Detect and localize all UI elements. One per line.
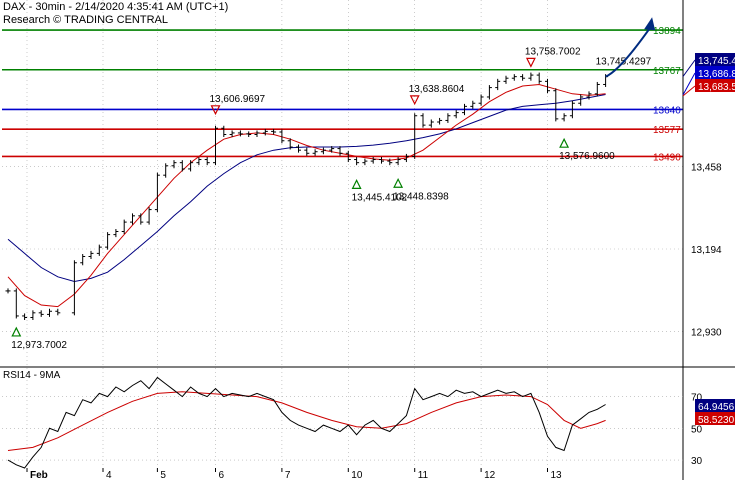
forecast-arrow	[605, 17, 656, 78]
rsi-panel: RSI14 - 9MA 70 50 30 64.9456 58.5230	[2, 370, 735, 469]
annotation-label-low: 12,973.7002	[11, 340, 67, 351]
rsi-line	[7, 376, 606, 469]
forecast-arrow-head	[644, 17, 656, 31]
level-label-resistance: 13894	[653, 26, 681, 37]
rsi-tick-label: 30	[691, 456, 703, 467]
x-tick-label: 5	[160, 470, 166, 480]
x-tick-label: 4	[106, 470, 112, 480]
price-series	[5, 72, 609, 321]
x-tick-label: 11	[418, 470, 429, 480]
key-levels: 13894 13767 13640 13577 13490	[2, 26, 683, 163]
price-tag-pointer	[682, 85, 696, 97]
price-tag-ma	[695, 79, 735, 92]
annotation-label-high: 13,606.9697	[210, 94, 266, 105]
rsi-title: RSI14 - 9MA	[3, 370, 61, 381]
x-tick-label: 7	[285, 470, 291, 480]
high-marker	[210, 105, 221, 116]
x-axis: Feb 4 5 6 7 10 11 12 13	[26, 468, 563, 480]
y-tick-label: 12,930	[691, 328, 722, 339]
x-tick-label: 12	[484, 470, 496, 480]
x-tick-label: 6	[219, 470, 225, 480]
rsi-tag-label: 58.5230	[698, 415, 735, 426]
chart-credit: Research © TRADING CENTRAL	[3, 14, 168, 26]
low-marker	[11, 326, 22, 337]
annotation-label-high: 13,638.8604	[409, 84, 465, 95]
level-label-support: 13490	[653, 152, 681, 163]
level-label-pivot: 13640	[653, 105, 681, 116]
ma-fast-series	[7, 83, 606, 308]
rsi-ma-line	[7, 391, 606, 451]
low-marker	[393, 177, 404, 188]
price-tag-price	[695, 53, 735, 66]
rsi-tag-label: 64.9456	[698, 402, 735, 413]
price-tag-pivot	[695, 66, 735, 79]
level-label-support: 13577	[653, 125, 681, 136]
price-tag-label: 13,686.8	[698, 69, 735, 80]
y-tick-label: 13,194	[691, 245, 722, 256]
annotation-label-low: 13,576.9600	[559, 151, 615, 162]
annotation-label-high: 13,758.7002	[525, 46, 581, 57]
ma-slow-series	[7, 94, 606, 283]
low-marker	[559, 137, 570, 148]
rsi-tag-rsi_ma	[695, 412, 735, 425]
y-tick-label: 13,458	[691, 162, 722, 173]
price-tag-label: 13,683.5	[698, 82, 735, 93]
annotation-label-low: 13,445.4102	[352, 192, 408, 203]
forecast-arrow-shaft	[605, 28, 650, 78]
price-tag-pointer	[682, 72, 696, 96]
ma-fast-line	[7, 83, 606, 308]
rsi-tick-label: 70	[691, 393, 703, 404]
x-tick-label: Feb	[30, 470, 48, 480]
x-tick-label: 13	[551, 470, 563, 480]
x-tick-label: 10	[351, 470, 363, 480]
ma-slow-line	[7, 94, 606, 283]
annotation-label-low: 13,448.8398	[393, 191, 449, 202]
level-label-resistance: 13767	[653, 66, 681, 77]
grid	[2, 0, 683, 468]
rsi-tick-label: 50	[691, 424, 703, 435]
price-tag-label: 13,745.4	[698, 56, 735, 67]
low-marker	[351, 179, 362, 189]
high-marker	[409, 95, 420, 106]
chart-title: DAX - 30min - 2/14/2020 4:35:41 AM (UTC+…	[3, 1, 229, 13]
rsi-tag-rsi	[695, 399, 735, 412]
price-tag-pointer	[682, 59, 696, 77]
high-marker	[525, 57, 536, 68]
